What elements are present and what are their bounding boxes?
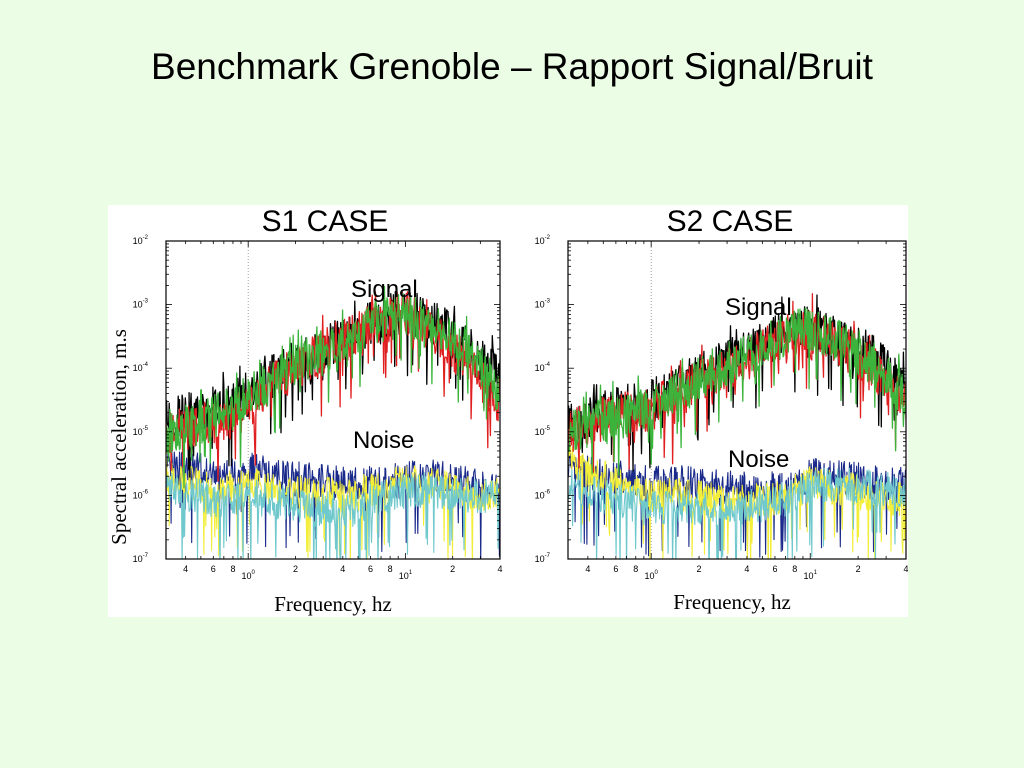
y-axis-label-group: Spectral acceleration, m.s: [108, 329, 131, 545]
chart-panel-2: S2 CASE 10-7 10-6 10-5 10-4 10-3 10-2 4 6 8 100 2 4 6…: [535, 205, 908, 614]
plot-frame: [567, 240, 907, 560]
y-tick-label: 10-4: [133, 362, 149, 373]
x-tick-label: 4: [903, 564, 908, 574]
x-tick-label: 6: [772, 564, 777, 574]
y-tick-label: 10-3: [133, 299, 149, 310]
y-tick-label: 10-2: [535, 235, 551, 246]
y-tick-label: 10-6: [133, 489, 149, 500]
signal-label: Signal: [725, 294, 792, 321]
signal-series-line: [568, 307, 906, 476]
slide-title: Benchmark Grenoble – Rapport Signal/Brui…: [151, 46, 873, 87]
series-group: [166, 285, 500, 559]
x-tick-label: 101: [399, 570, 413, 581]
case-title: S1 CASE: [262, 205, 389, 238]
noise-label: Noise: [728, 446, 789, 473]
y-tick-label: 10-7: [133, 553, 149, 564]
x-tick-label: 8: [633, 564, 638, 574]
x-tick-label: 4: [744, 564, 749, 574]
signal-label: Signal: [351, 276, 418, 303]
y-tick-label: 10-4: [535, 362, 551, 373]
spectra-figure: Spectral acceleration, m.s S1 CASE 10-7 10…: [108, 205, 908, 616]
noise-series-line: [166, 472, 500, 559]
x-tick-label: 2: [293, 564, 298, 574]
signal-series-line: [166, 285, 500, 489]
y-tick-label: 10-5: [133, 426, 149, 437]
y-tick-label: 10-6: [535, 489, 551, 500]
x-tick-label: 2: [856, 564, 861, 574]
noise-series-line: [568, 467, 906, 559]
x-tick-label: 6: [211, 564, 216, 574]
y-tick-label: 10-7: [535, 553, 551, 564]
x-tick-label: 8: [388, 564, 393, 574]
x-tick-label: 101: [804, 570, 818, 581]
x-tick-label: 4: [340, 564, 345, 574]
x-tick-label: 6: [368, 564, 373, 574]
case-title: S2 CASE: [667, 205, 794, 238]
x-tick-label: 100: [242, 570, 256, 581]
x-tick-label: 100: [644, 570, 658, 581]
x-tick-label: 4: [183, 564, 188, 574]
y-tick-label: 10-2: [133, 235, 149, 246]
y-tick-label: 10-5: [535, 426, 551, 437]
x-tick-label: 4: [585, 564, 590, 574]
x-axis-label: Frequency, hz: [673, 590, 791, 614]
x-axis-label: Frequency, hz: [274, 592, 392, 616]
series-group: [568, 293, 906, 559]
x-tick-label: 4: [497, 564, 502, 574]
x-tick-label: 8: [792, 564, 797, 574]
x-tick-label: 2: [697, 564, 702, 574]
noise-label: Noise: [353, 427, 414, 454]
x-tick-label: 2: [450, 564, 455, 574]
x-tick-label: 6: [613, 564, 618, 574]
figure-panel: Spectral acceleration, m.s S1 CASE 10-7 10…: [108, 205, 908, 617]
y-tick-label: 10-3: [535, 299, 551, 310]
plot-frame: [165, 240, 501, 560]
x-tick-label: 8: [230, 564, 235, 574]
chart-panel-1: S1 CASE 10-7 10-6 10-5 10-4 10-3 10-2 4 6 8 100 2 4 6…: [133, 205, 503, 616]
y-axis-label: Spectral acceleration, m.s: [108, 329, 131, 545]
